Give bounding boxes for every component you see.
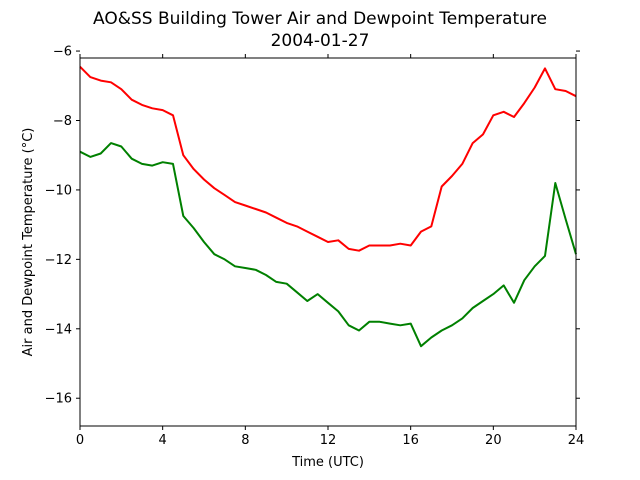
y-tick-label: −12 bbox=[45, 253, 72, 268]
y-tick-label: −8 bbox=[53, 114, 72, 129]
series-line-1 bbox=[79, 65, 577, 252]
y-tick-label: −14 bbox=[45, 322, 72, 337]
chart-title: AO&SS Building Tower Air and Dewpoint Te… bbox=[93, 9, 547, 29]
x-tick-label: 20 bbox=[485, 433, 502, 448]
y-tick-label: −6 bbox=[53, 45, 72, 60]
y-axis-label: Air and Dewpoint Temperature (°C) bbox=[21, 128, 36, 357]
axis-ticks: 0 4 8 12 16 20 24 −16 −14 −12 −10 −8 −6 bbox=[45, 45, 585, 448]
chart-subtitle: 2004-01-27 bbox=[271, 31, 370, 51]
y-tick-label: −10 bbox=[45, 183, 72, 198]
x-axis-label: Time (UTC) bbox=[291, 455, 364, 470]
plot-area bbox=[79, 65, 577, 348]
x-tick-label: 0 bbox=[76, 433, 84, 448]
x-tick-label: 24 bbox=[568, 433, 585, 448]
x-tick-label: 4 bbox=[159, 433, 167, 448]
x-tick-label: 12 bbox=[320, 433, 337, 448]
series-line-2 bbox=[79, 142, 577, 348]
x-tick-label: 16 bbox=[402, 433, 419, 448]
x-tick-label: 8 bbox=[241, 433, 249, 448]
y-tick-label: −16 bbox=[45, 392, 72, 407]
